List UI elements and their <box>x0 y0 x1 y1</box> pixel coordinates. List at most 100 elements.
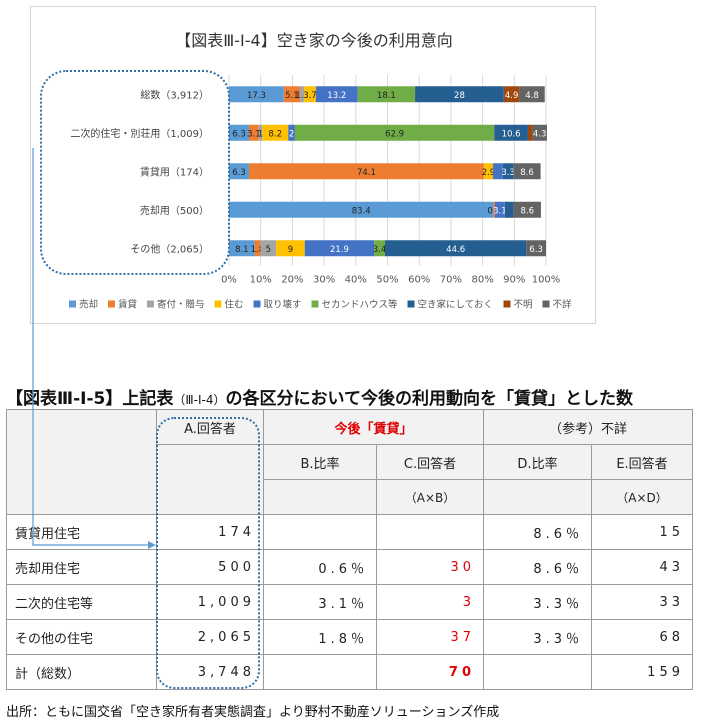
data-label: 3.3 <box>501 168 515 178</box>
header-e: E.回答者 <box>591 444 693 480</box>
table-title-rest: の各区分において今後の利用動向を「賃貸」とした数 <box>225 389 633 409</box>
cell-d: 8.6％ <box>483 549 592 585</box>
bar-segment <box>283 86 301 103</box>
header-group-reference: （参考）不詳 <box>483 409 693 445</box>
cell-e: 159 <box>591 654 693 690</box>
data-label: 1.3 <box>295 91 309 101</box>
cell-c: 37 <box>376 619 484 655</box>
cell-b <box>263 514 377 550</box>
category-label: 総数（3,912） <box>140 88 209 101</box>
x-tick-label: 0% <box>221 275 237 286</box>
table-row: 賃貸用住宅 174 8.6％ 15 <box>6 514 693 550</box>
header-a-spacer <box>156 444 264 515</box>
header-b: B.比率 <box>263 444 377 480</box>
cell-e: 68 <box>591 619 693 655</box>
data-label: 18.1 <box>377 91 396 101</box>
table-corner-cell <box>6 409 157 515</box>
cell-b: 0.6％ <box>263 549 377 585</box>
bar-segment <box>288 124 295 141</box>
bar-segment <box>248 124 259 141</box>
data-label: 10.6 <box>502 129 521 139</box>
legend-label: 取り壊す <box>264 299 302 311</box>
data-label: 1.8 <box>251 245 265 255</box>
data-label: 21.9 <box>330 245 349 255</box>
data-label: 3.7 <box>303 91 317 101</box>
header-d-spacer <box>483 479 592 515</box>
category-label: その他（2,065） <box>130 242 209 255</box>
row-label: その他の住宅 <box>6 619 157 655</box>
x-tick-label: 10% <box>250 275 272 286</box>
data-label: 3.1 <box>493 206 507 216</box>
data-label: 3.1 <box>247 129 261 139</box>
bar-segment <box>254 240 261 257</box>
data-label: 9 <box>288 245 293 255</box>
data-label: 8.1 <box>235 245 249 255</box>
cell-d: 3.3％ <box>483 619 592 655</box>
x-tick-label: 100% <box>532 275 561 286</box>
legend-swatch <box>69 300 76 308</box>
legend-swatch <box>311 300 319 308</box>
legend-swatch <box>214 300 222 308</box>
rent-estimate-table: A.回答者 今後「賃貸」 （参考）不詳 B.比率 C.回答者 D.比率 E.回答… <box>6 409 693 690</box>
x-tick-label: 40% <box>345 275 367 286</box>
category-label: 売却用（500） <box>140 204 209 217</box>
legend-label: 不明 <box>514 300 533 311</box>
legend-label: 空き家にしておく <box>418 299 493 311</box>
data-label: 62.9 <box>385 129 404 139</box>
cell-c: 3 <box>376 584 484 620</box>
cell-b: 3.1％ <box>263 584 377 620</box>
bar-segment <box>260 240 277 257</box>
cell-a: 2,065 <box>156 619 264 655</box>
bar-segment <box>384 240 527 257</box>
cell-e: 15 <box>591 514 693 550</box>
data-label: 4.9 <box>505 91 519 101</box>
legend-swatch <box>147 300 154 308</box>
row-label: 賃貸用住宅 <box>6 514 157 550</box>
column-a-highlight-oval <box>156 417 260 689</box>
table-row: その他の住宅 2,065 1.8％ 37 3.3％ 68 <box>6 619 693 655</box>
bar-segment <box>527 124 533 141</box>
row-label: 売却用住宅 <box>6 549 157 585</box>
data-label: 4.3 <box>533 129 547 139</box>
category-highlight-oval <box>40 70 230 275</box>
header-e-sub: （A×D） <box>591 479 693 515</box>
bar-segment <box>229 86 284 103</box>
data-label: 44.6 <box>446 245 465 255</box>
legend-label: セカンドハウス等 <box>322 299 399 311</box>
header-group-rent: 今後「賃貸」 <box>263 409 484 445</box>
bar-segment <box>300 86 305 103</box>
bar-segment <box>483 163 494 180</box>
data-label: 6.3 <box>232 129 246 139</box>
bar-segment <box>229 163 249 180</box>
bar-segment <box>513 201 541 218</box>
legend-label: 不詳 <box>553 299 573 311</box>
bar-segment <box>494 201 505 218</box>
bar-segment <box>357 86 416 103</box>
bar-segment <box>493 163 503 180</box>
chart-title: 【図表Ⅲ-Ⅰ-4】空き家の今後の利用意向 <box>175 31 453 50</box>
cell-e: 33 <box>591 584 693 620</box>
legend-swatch <box>108 300 115 308</box>
bar-segment <box>315 86 358 103</box>
cell-d: 3.3％ <box>483 584 592 620</box>
x-tick-label: 70% <box>440 275 462 286</box>
x-tick-label: 80% <box>471 275 493 286</box>
legend-swatch <box>407 300 415 308</box>
legend-label: 住む <box>225 299 244 311</box>
header-c: C.回答者 <box>376 444 484 480</box>
bar-segment <box>526 240 546 257</box>
header-b-spacer <box>263 479 377 515</box>
cell-b <box>263 654 377 690</box>
legend-label: 賃貸 <box>118 299 137 311</box>
data-label: 17.3 <box>247 91 266 101</box>
data-label: 5 <box>266 245 271 255</box>
data-label: 8.6 <box>521 206 535 216</box>
cell-b: 1.8％ <box>263 619 377 655</box>
bar-segment <box>494 124 528 141</box>
category-label: 二次的住宅・別荘用（1,009） <box>70 127 209 140</box>
table-row-total: 計（総数） 3,748 70 159 <box>6 654 693 690</box>
legend-swatch <box>503 300 511 308</box>
x-tick-label: 90% <box>503 275 525 286</box>
bar-segment <box>502 163 514 180</box>
cell-d <box>483 654 592 690</box>
